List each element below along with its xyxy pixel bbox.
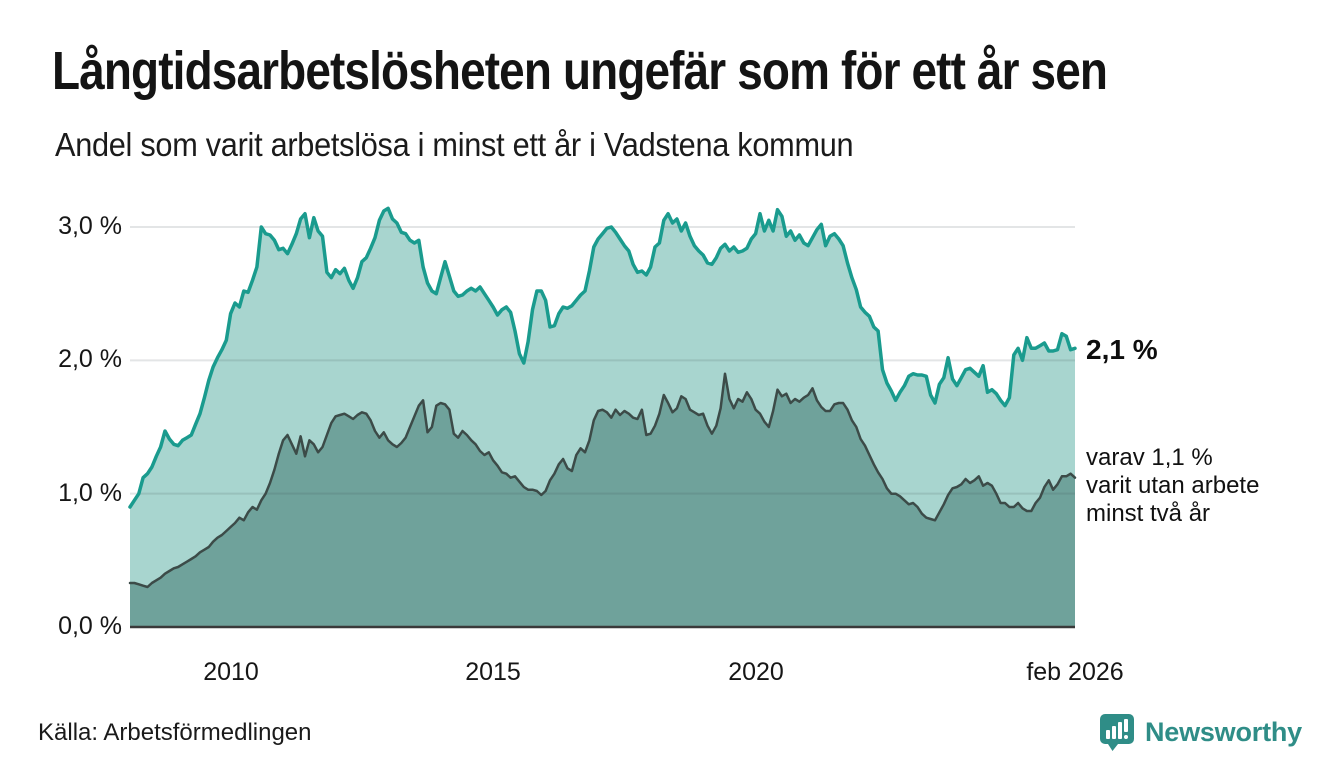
secondary-label-line1: varav 1,1 % [1086, 444, 1213, 471]
chart-areas [130, 208, 1075, 628]
x-tick-feb-2026: feb 2026 [1026, 658, 1124, 686]
x-tick-2010: 2010 [203, 658, 259, 686]
secondary-value-label: varav 1,1 % varit utan arbete minst två … [1086, 444, 1259, 528]
y-tick-1: 1,0 % [58, 478, 122, 507]
page-title: Långtidsarbetslösheten ungefär som för e… [52, 41, 1108, 101]
newsworthy-wordmark: Newsworthy [1144, 716, 1302, 747]
latest-value-label: 2,1 % [1086, 334, 1158, 365]
chart-lines [128, 206, 1077, 589]
secondary-label-line3: minst två år [1086, 500, 1211, 527]
newsworthy-logo: Newsworthy [1098, 712, 1302, 752]
y-tick-3: 3,0 % [58, 212, 122, 240]
gridlines [130, 226, 1075, 495]
line-unemployed-two-years [128, 372, 1077, 589]
newsworthy-bubble-chart-icon [1098, 712, 1136, 752]
y-tick-2: 2,0 % [58, 345, 122, 374]
x-tick-2020: 2020 [728, 658, 784, 686]
chart-subtitle: Andel som varit arbetslösa i minst ett å… [55, 126, 854, 163]
x-tick-2015: 2015 [465, 658, 521, 686]
area-unemployed-two-years [130, 373, 1075, 627]
y-tick-0: 0,0 % [58, 612, 122, 640]
source-note: Källa: Arbetsförmedlingen [38, 719, 312, 746]
secondary-label-line2: varit utan arbete [1086, 472, 1260, 499]
line-unemployed-one-year [128, 206, 1077, 509]
